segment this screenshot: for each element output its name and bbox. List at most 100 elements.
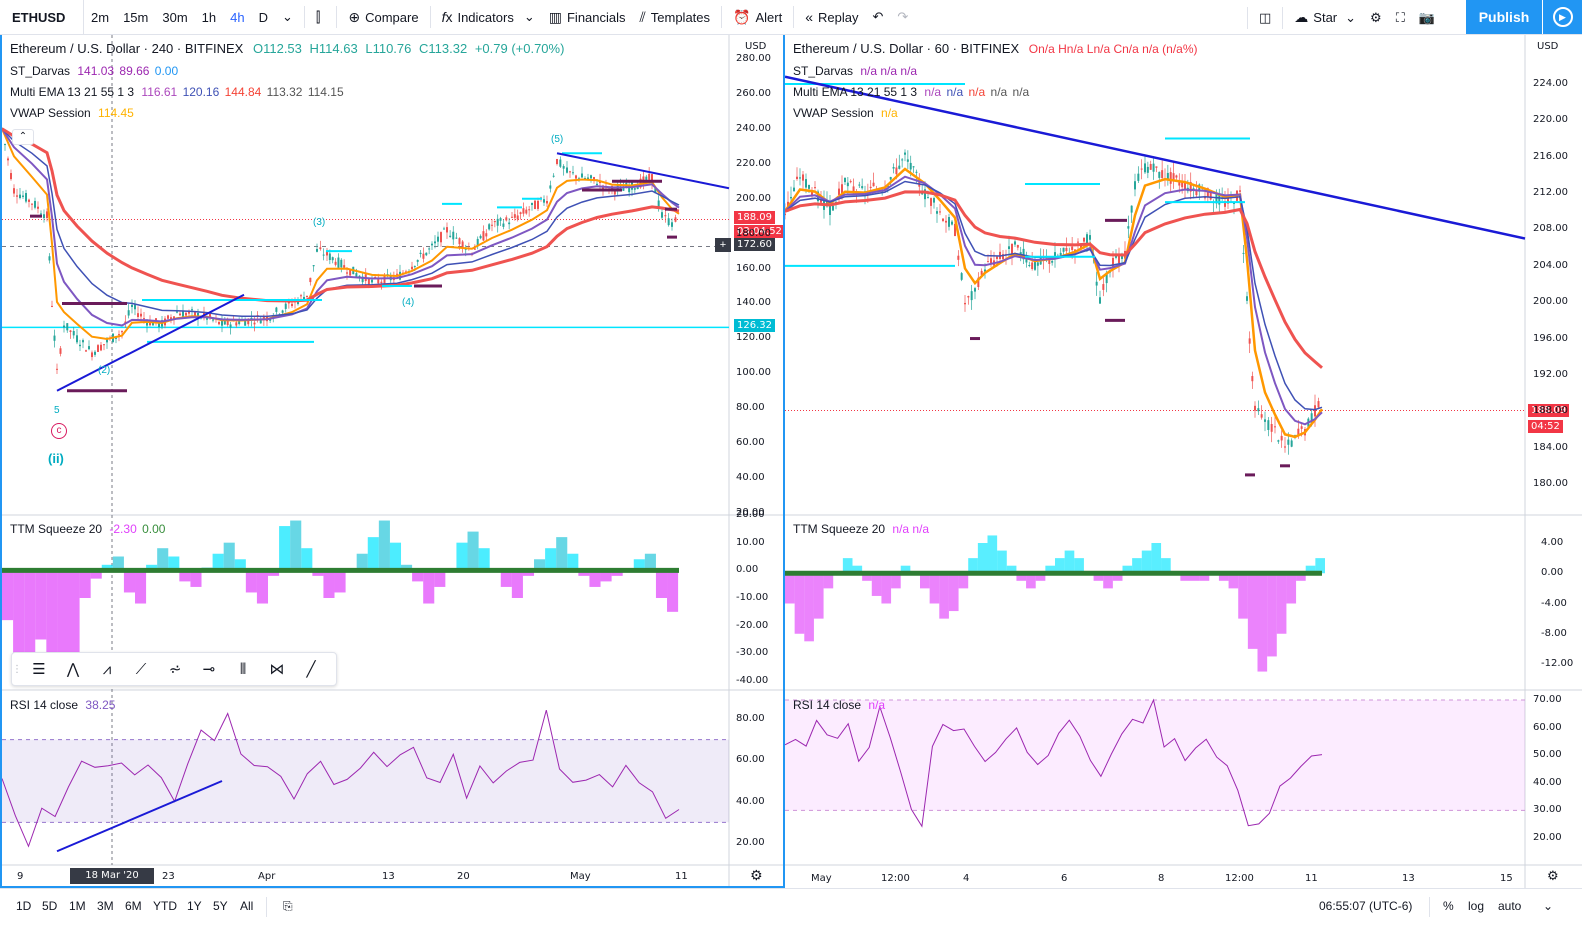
star-button[interactable]: ☁ Star ⌄ [1287, 0, 1363, 35]
interval-dropdown[interactable]: ⌄ [275, 0, 300, 35]
price-tick-label: 80.00 [736, 402, 765, 414]
candle-body [543, 199, 545, 203]
candle-body [1161, 170, 1164, 179]
divider [1429, 897, 1430, 917]
trend-line-tool[interactable]: ⟋ [124, 654, 158, 684]
right-rsi-legend[interactable]: RSI 14 close n/a [793, 698, 885, 712]
wave-label-5: (5) [551, 134, 564, 145]
indicators-button[interactable]: fx Indicators ⌄ [435, 0, 542, 35]
ohlc-close: C113.32 [419, 41, 468, 56]
left-chart-pane[interactable]: Ethereum / U.S. Dollar · 240 · BITFINEX … [0, 35, 785, 888]
right-ema-legend[interactable]: Multi EMA 13 21 55 1 3 n/a n/a n/a n/a n… [793, 85, 1029, 99]
symbol-search[interactable]: ETHUSD [0, 0, 84, 35]
right-ttm-legend[interactable]: TTM Squeeze 20 n/a n/a [793, 522, 929, 536]
candle-body [651, 174, 653, 183]
candle-body [482, 231, 485, 241]
interval-30m[interactable]: 30m [162, 9, 188, 25]
candle-body [861, 186, 864, 189]
candle-body [127, 310, 130, 316]
auto-scale-toggle[interactable]: auto [1498, 899, 1522, 913]
range-1y[interactable]: 1Y [187, 899, 202, 913]
range-all[interactable]: All [240, 899, 254, 913]
left-rsi-legend[interactable]: RSI 14 close 38.25 [10, 698, 115, 712]
interval-15m[interactable]: 15m [123, 9, 149, 25]
drag-handle[interactable]: ⋮ [12, 663, 22, 675]
candle-body [209, 313, 211, 318]
range-ytd[interactable]: YTD [153, 899, 177, 913]
time-tick-label: May [811, 873, 832, 884]
right-axis-settings[interactable]: ⚙ [1547, 868, 1559, 884]
percent-scale-toggle[interactable]: % [1443, 899, 1454, 913]
wave-label-3: (3) [313, 217, 326, 228]
financials-button[interactable]: ▥ Financials [542, 0, 633, 35]
undo-button[interactable]: ↶ [865, 0, 890, 35]
templates-button[interactable]: ⫽ Templates [633, 0, 718, 35]
replay-button[interactable]: «Replay [798, 0, 865, 35]
pitchfork-tool[interactable]: ⩫ [158, 654, 192, 684]
collapse-legend-button[interactable]: ⌃ [12, 129, 34, 145]
interval-2m[interactable]: 2m [91, 9, 110, 25]
alert-button[interactable]: ⏰ Alert [726, 0, 789, 35]
right-chart-canvas[interactable] [785, 35, 1582, 888]
plus-icon[interactable]: + [715, 238, 731, 252]
right-darvas-legend[interactable]: ST_Darvas n/a n/a n/a [793, 64, 917, 78]
line-tool[interactable]: ╱ [294, 654, 328, 684]
ttm-values: n/a n/a [892, 522, 930, 536]
left-chart-canvas[interactable] [2, 35, 783, 886]
pattern-tool[interactable]: ⋈ [260, 654, 294, 684]
ttm-histogram-bar [500, 570, 512, 587]
publish-menu-button[interactable]: ▶ [1542, 0, 1582, 34]
candle-body [945, 220, 947, 223]
goto-date-button[interactable]: ⎘ [283, 899, 293, 914]
candle-body [331, 257, 334, 261]
settings-button[interactable]: ⚙ [1363, 0, 1389, 35]
compare-button[interactable]: ⊕ Compare [341, 0, 425, 35]
ttm-histogram-bar [1161, 558, 1171, 574]
candle-body [455, 237, 458, 239]
candle-body [1215, 194, 1218, 204]
left-darvas-legend[interactable]: ST_Darvas 141.03 89.66 0.00 [10, 64, 178, 78]
left-ema-legend[interactable]: Multi EMA 13 21 55 1 3 116.61 120.16 144… [10, 85, 344, 99]
candle-body [7, 158, 9, 161]
candle-body [458, 238, 461, 245]
right-vwap-legend[interactable]: VWAP Session n/a [793, 106, 898, 120]
range-1d[interactable]: 1D [16, 899, 32, 913]
candle-body [284, 303, 287, 309]
interval-4h[interactable]: 4h [230, 9, 245, 25]
fullscreen-button[interactable]: ⛶ [1389, 0, 1412, 35]
ttm-histogram-bar [1151, 543, 1162, 574]
candle-body [898, 165, 901, 169]
interval-1h[interactable]: 1h [201, 9, 217, 25]
ttm-histogram-bar [1112, 573, 1123, 581]
right-chart-pane[interactable]: Ethereum / U.S. Dollar · 60 · BITFINEX O… [785, 35, 1582, 888]
divider [1282, 6, 1284, 29]
range-5d[interactable]: 5D [42, 899, 58, 913]
left-ttm-legend[interactable]: TTM Squeeze 20 -2.30 0.00 [10, 522, 165, 536]
abc-pattern-tool[interactable]: ⋀ [56, 654, 90, 684]
scroll-menu-button[interactable]: ⌄ [1543, 899, 1553, 913]
horizontal-ray-tool[interactable]: ⊸ [192, 654, 226, 684]
clock-time[interactable]: 06:55:07 (UTC-6) [1319, 899, 1413, 913]
range-3m[interactable]: 3M [97, 899, 114, 913]
chart-type-button[interactable]: ⫿ [309, 0, 332, 35]
layout-button[interactable]: ◫ [1252, 0, 1278, 35]
left-vwap-legend[interactable]: VWAP Session 114.45 [10, 106, 134, 120]
candle-body [188, 311, 190, 314]
snapshot-button[interactable]: 📷 [1412, 0, 1442, 35]
divider [793, 6, 795, 28]
price-tick-label: 220.00 [1533, 114, 1568, 126]
cycle-lines-tool[interactable]: ⦀ [226, 654, 260, 684]
range-6m[interactable]: 6M [125, 899, 142, 913]
candle-body [933, 198, 935, 203]
left-axis-settings[interactable]: ⚙ [750, 867, 763, 884]
elliott-wave-tool[interactable]: ⩘ [90, 654, 124, 684]
publish-button[interactable]: Publish [1466, 0, 1542, 34]
range-1m[interactable]: 1M [69, 899, 86, 913]
redo-button[interactable]: ↷ [890, 0, 915, 35]
range-5y[interactable]: 5Y [213, 899, 228, 913]
log-scale-toggle[interactable]: log [1468, 899, 1485, 913]
interval-d[interactable]: D [258, 9, 268, 25]
candle-body [1175, 175, 1178, 178]
candle-body [281, 310, 284, 313]
fib-retracement-tool[interactable]: ☰ [22, 654, 56, 684]
